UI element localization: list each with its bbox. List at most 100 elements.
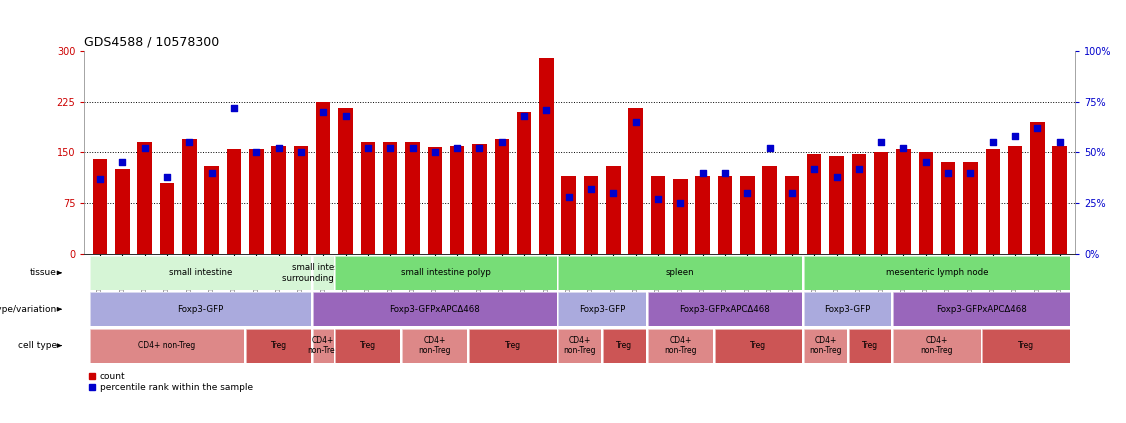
Point [560,194,578,201]
Point [515,113,533,119]
Point [605,190,623,196]
Text: Treg: Treg [270,341,287,350]
Bar [137,142,152,254]
Point [850,165,868,172]
Point [382,145,400,151]
Text: small intestine: small intestine [169,268,232,277]
Bar [160,183,175,254]
Bar [562,176,577,254]
Point [448,145,466,151]
Point [739,190,757,196]
Text: CD4+ non-Treg: CD4+ non-Treg [138,341,196,350]
Text: CD4+
non-Treg: CD4+ non-Treg [664,336,697,355]
Bar [338,108,352,254]
Bar [539,58,554,254]
Bar [628,108,643,254]
Point [805,165,823,172]
Bar [941,162,955,254]
Bar [383,142,397,254]
Bar [874,152,888,254]
Text: tissue: tissue [30,268,56,277]
Point [694,169,712,176]
Bar [494,139,509,254]
Bar [583,176,598,254]
Bar [226,149,241,254]
Bar [182,139,197,254]
Point [136,145,154,151]
Point [627,118,645,125]
Text: small intestine
surrounding polyps: small intestine surrounding polyps [282,263,365,283]
Bar [1008,146,1022,254]
Point [158,173,176,180]
Bar [1030,122,1045,254]
Point [1051,139,1069,146]
Bar [807,154,822,254]
Bar [896,149,911,254]
Text: Foxp3-GFPxAPCΔ468: Foxp3-GFPxAPCΔ468 [936,305,1027,314]
Point [716,169,734,176]
Point [114,159,132,166]
Point [1006,133,1024,140]
Bar [740,176,754,254]
Text: CD4+
non-Treg: CD4+ non-Treg [921,336,954,355]
Point [180,139,198,146]
Text: mesenteric lymph node: mesenteric lymph node [886,268,989,277]
Bar [963,162,977,254]
Bar [696,176,709,254]
Bar [762,166,777,254]
Text: Foxp3-GFP: Foxp3-GFP [824,305,870,314]
Text: Treg: Treg [750,341,767,350]
Point [894,145,912,151]
Bar [673,179,688,254]
Text: Treg: Treg [360,341,376,350]
Point [537,106,555,113]
Bar [851,154,866,254]
Bar [829,156,843,254]
Bar [115,169,129,254]
Legend: count, percentile rank within the sample: count, percentile rank within the sample [89,372,253,393]
Bar [271,146,286,254]
Bar [785,176,799,254]
Text: Treg: Treg [616,341,633,350]
Point [337,113,355,119]
Bar [919,152,933,254]
Bar [316,102,331,254]
Bar [249,149,263,254]
Text: GDS4588 / 10578300: GDS4588 / 10578300 [84,35,220,48]
Text: Foxp3-GFPxAPCΔ468: Foxp3-GFPxAPCΔ468 [390,305,480,314]
Text: Treg: Treg [504,341,521,350]
Text: Treg: Treg [861,341,878,350]
Bar [294,146,309,254]
Point [962,169,980,176]
Text: spleen: spleen [665,268,695,277]
Text: CD4+
non-Treg: CD4+ non-Treg [810,336,841,355]
Point [939,169,957,176]
Bar [405,142,420,254]
Point [828,173,846,180]
Point [1028,124,1046,131]
Bar [651,176,665,254]
Text: Foxp3-GFP: Foxp3-GFP [178,305,224,314]
Point [403,145,421,151]
Text: genotype/variation: genotype/variation [0,305,56,314]
Bar [205,166,218,254]
Point [917,159,935,166]
Point [471,145,489,151]
Point [649,195,667,202]
Bar [606,166,620,254]
Bar [360,142,375,254]
Text: Foxp3-GFPxAPCΔ468: Foxp3-GFPxAPCΔ468 [680,305,770,314]
Point [314,108,332,115]
Point [359,145,377,151]
Point [873,139,891,146]
Text: cell type: cell type [18,341,56,350]
Point [783,190,801,196]
Bar [985,149,1000,254]
Point [269,145,287,151]
Point [984,139,1002,146]
Point [493,139,511,146]
Text: small intestine polyp: small intestine polyp [401,268,491,277]
Bar [717,176,732,254]
Bar [92,159,107,254]
Point [426,149,444,156]
